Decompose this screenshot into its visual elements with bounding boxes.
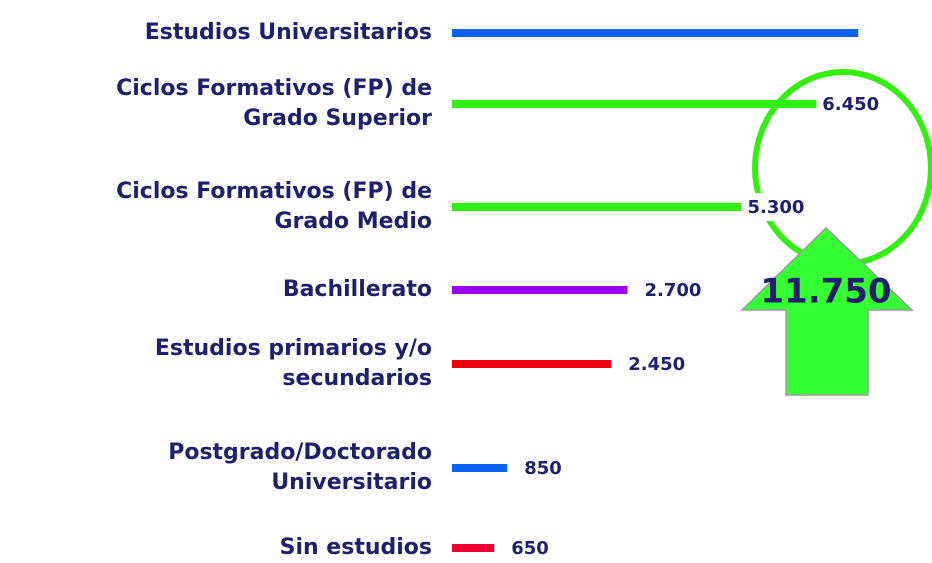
bar	[452, 203, 797, 211]
bar	[452, 100, 872, 108]
bar	[452, 360, 612, 368]
category-label: Postgrado/Doctorado Universitario	[168, 440, 432, 495]
value-label: 2.700	[645, 280, 702, 301]
annotation: 11.750	[760, 272, 891, 312]
value-label: 850	[524, 458, 562, 479]
category-label: Bachillerato	[282, 277, 432, 302]
value-label: 2.450	[628, 354, 685, 375]
category-label: Sin estudios	[279, 535, 432, 560]
value-label: 6.450	[822, 94, 879, 115]
bar	[452, 286, 628, 294]
bar	[452, 464, 508, 472]
label-bg	[741, 193, 814, 221]
category-label: Ciclos Formativos (FP) de Grado Superior	[116, 76, 432, 131]
category-label: Estudios Universitarios	[144, 20, 432, 45]
value-label: 5.300	[748, 197, 805, 218]
value-label: 650	[511, 538, 549, 557]
arrow	[740, 226, 914, 396]
category-label: Estudios primarios y/o secundarios	[154, 336, 432, 391]
bar	[452, 29, 859, 37]
category-label: Ciclos Formativos (FP) de Grado Medio	[116, 179, 432, 234]
bar	[452, 544, 495, 552]
label-bg	[816, 90, 889, 118]
